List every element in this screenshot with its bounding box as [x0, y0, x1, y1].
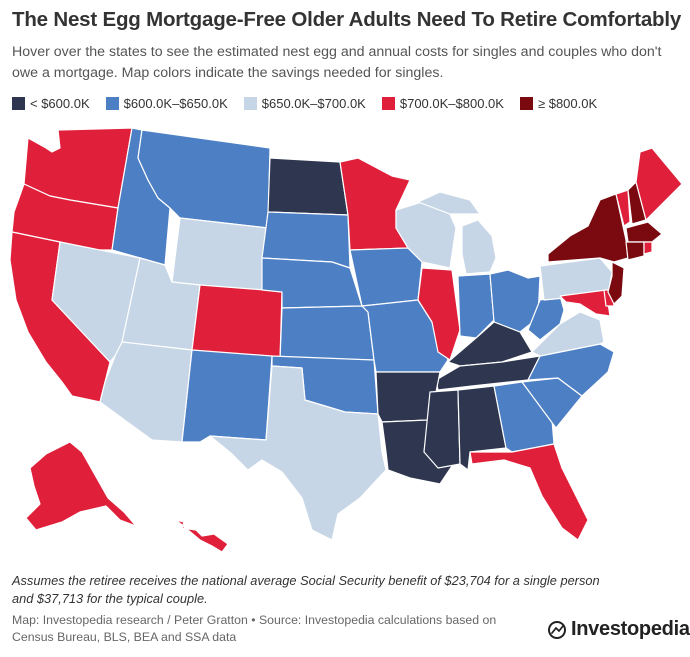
source-credit: Map: Investopedia research / Peter Gratt…	[12, 613, 497, 644]
state-west-virginia[interactable]	[527, 295, 565, 341]
state-mississippi[interactable]	[423, 389, 461, 469]
us-states-map	[9, 127, 683, 553]
state-new-mexico[interactable]	[181, 349, 273, 443]
chart-title: The Nest Egg Mortgage-Free Older Adults …	[12, 8, 682, 31]
state-indiana[interactable]	[457, 273, 495, 339]
state-maine[interactable]	[635, 147, 683, 221]
legend-label: $650.0K–$700.0K	[261, 96, 366, 111]
state-north-dakota[interactable]	[267, 157, 349, 216]
state-michigan-upper[interactable]	[417, 191, 481, 215]
state-oregon[interactable]	[11, 183, 119, 251]
state-alaska[interactable]	[25, 441, 137, 531]
legend-label: < $600.0K	[30, 96, 90, 111]
state-michigan-lower[interactable]	[461, 219, 497, 275]
brand-name: Investopedia	[571, 618, 690, 640]
state-massachusetts[interactable]	[625, 221, 663, 243]
state-vermont[interactable]	[615, 189, 631, 227]
chart-subtitle: Hover over the states to see the estimat…	[12, 44, 662, 81]
state-illinois[interactable]	[417, 267, 461, 361]
state-connecticut[interactable]	[625, 241, 645, 261]
state-iowa[interactable]	[349, 247, 423, 307]
footnote: Assumes the retiree receives the nationa…	[12, 573, 600, 606]
legend-item-700-800: $700.0K–$800.0K	[381, 96, 504, 111]
state-rhode-island[interactable]	[643, 241, 653, 255]
state-florida[interactable]	[469, 443, 589, 541]
legend-item-ge800: ≥ $800.0K	[519, 96, 598, 111]
legend-swatch	[381, 97, 395, 110]
state-new-jersey[interactable]	[607, 261, 625, 305]
legend-label: $700.0K–$800.0K	[399, 96, 504, 111]
state-hawaii[interactable]	[175, 519, 229, 553]
state-colorado[interactable]	[191, 284, 283, 361]
state-texas[interactable]	[209, 365, 387, 541]
state-new-york[interactable]	[547, 193, 629, 263]
legend-swatch	[243, 97, 257, 110]
legend-swatch	[519, 97, 533, 110]
legend-label: ≥ $800.0K	[537, 96, 598, 111]
investopedia-logo-icon	[548, 620, 566, 639]
legend-swatch	[12, 97, 25, 110]
legend: < $600.0K $600.0K–$650.0K $650.0K–$700.0…	[12, 96, 597, 111]
state-virginia[interactable]	[531, 311, 605, 357]
legend-label: $600.0K–$650.0K	[123, 96, 228, 111]
brand-logo[interactable]: Investopedia	[548, 618, 690, 641]
state-minnesota[interactable]	[339, 157, 411, 251]
state-kansas[interactable]	[279, 305, 375, 361]
legend-swatch	[105, 97, 119, 110]
state-wyoming[interactable]	[171, 217, 269, 293]
legend-item-650-700: $650.0K–$700.0K	[243, 96, 366, 111]
legend-item-600-650: $600.0K–$650.0K	[105, 96, 228, 111]
legend-item-lt600: < $600.0K	[12, 96, 90, 111]
